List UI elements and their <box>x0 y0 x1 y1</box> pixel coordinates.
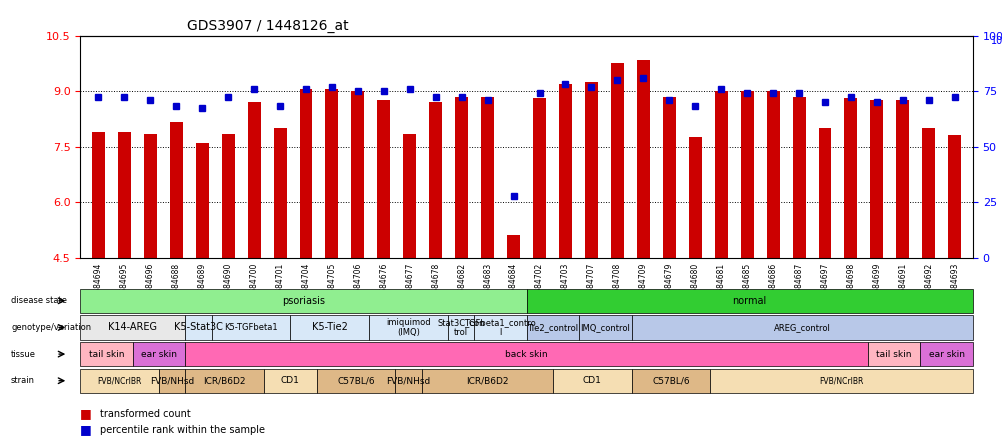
Bar <box>532 99 545 258</box>
Bar <box>870 100 883 258</box>
Text: C57BL/6: C57BL/6 <box>651 376 689 385</box>
Text: transformed count: transformed count <box>100 409 190 420</box>
Text: percentile rank within the sample: percentile rank within the sample <box>100 425 266 435</box>
Bar <box>558 83 571 258</box>
Text: K5-Tie2: K5-Tie2 <box>312 322 348 333</box>
Bar <box>792 97 805 258</box>
Bar <box>377 100 390 258</box>
Bar <box>221 134 234 258</box>
Bar <box>818 128 831 258</box>
Bar <box>688 137 701 258</box>
Text: IMQ_control: IMQ_control <box>580 323 629 332</box>
Text: psoriasis: psoriasis <box>282 296 325 306</box>
Bar <box>300 89 313 258</box>
Text: FVB/NCrIBR: FVB/NCrIBR <box>97 376 141 385</box>
Bar <box>351 91 364 258</box>
Bar <box>92 132 105 258</box>
Bar <box>429 102 442 258</box>
Text: imiquimod
(IMQ): imiquimod (IMQ) <box>386 318 430 337</box>
Text: C57BL/6: C57BL/6 <box>337 376 375 385</box>
Bar <box>403 134 416 258</box>
Text: tissue: tissue <box>11 349 36 359</box>
Bar <box>584 82 597 258</box>
Bar <box>169 123 182 258</box>
Text: genotype/variation: genotype/variation <box>11 323 91 332</box>
Text: ■: ■ <box>80 423 92 436</box>
Bar <box>739 91 753 258</box>
Text: TGFbeta1_contro
l: TGFbeta1_contro l <box>464 318 536 337</box>
Text: Tie2_control: Tie2_control <box>527 323 578 332</box>
Text: FVB/NCrIBR: FVB/NCrIBR <box>819 376 863 385</box>
Bar <box>714 91 727 258</box>
Bar <box>195 143 208 258</box>
Text: ear skin: ear skin <box>141 349 176 359</box>
Bar <box>896 100 909 258</box>
Text: K5-Stat3C: K5-Stat3C <box>173 322 222 333</box>
Text: normal: normal <box>731 296 767 306</box>
Bar <box>766 91 779 258</box>
Text: K14-AREG: K14-AREG <box>108 322 157 333</box>
Bar <box>118 132 130 258</box>
Text: GDS3907 / 1448126_at: GDS3907 / 1448126_at <box>187 19 349 33</box>
Text: disease state: disease state <box>11 296 67 305</box>
Bar <box>636 59 649 258</box>
Text: ICR/B6D2: ICR/B6D2 <box>203 376 245 385</box>
Bar <box>325 89 338 258</box>
Text: 100%: 100% <box>990 36 1002 46</box>
Bar <box>662 97 675 258</box>
Text: FVB/NHsd: FVB/NHsd <box>386 376 430 385</box>
Bar <box>274 128 287 258</box>
Bar <box>844 99 857 258</box>
Text: CD1: CD1 <box>281 376 300 385</box>
Text: CD1: CD1 <box>582 376 601 385</box>
Bar <box>947 135 960 258</box>
Bar <box>247 102 261 258</box>
Text: back skin: back skin <box>505 349 547 359</box>
Text: K5-TGFbeta1: K5-TGFbeta1 <box>223 323 278 332</box>
Text: FVB/NHsd: FVB/NHsd <box>150 376 194 385</box>
Bar <box>507 235 520 258</box>
Bar <box>143 134 156 258</box>
Text: tail skin: tail skin <box>876 349 911 359</box>
Text: ■: ■ <box>80 407 92 420</box>
Bar <box>455 97 468 258</box>
Text: ear skin: ear skin <box>928 349 964 359</box>
Text: ICR/B6D2: ICR/B6D2 <box>466 376 508 385</box>
Bar <box>481 97 494 258</box>
Bar <box>922 128 934 258</box>
Text: tail skin: tail skin <box>88 349 124 359</box>
Text: AREG_control: AREG_control <box>774 323 830 332</box>
Text: Stat3C_con
trol: Stat3C_con trol <box>437 318 484 337</box>
Bar <box>610 63 623 258</box>
Text: strain: strain <box>11 376 35 385</box>
